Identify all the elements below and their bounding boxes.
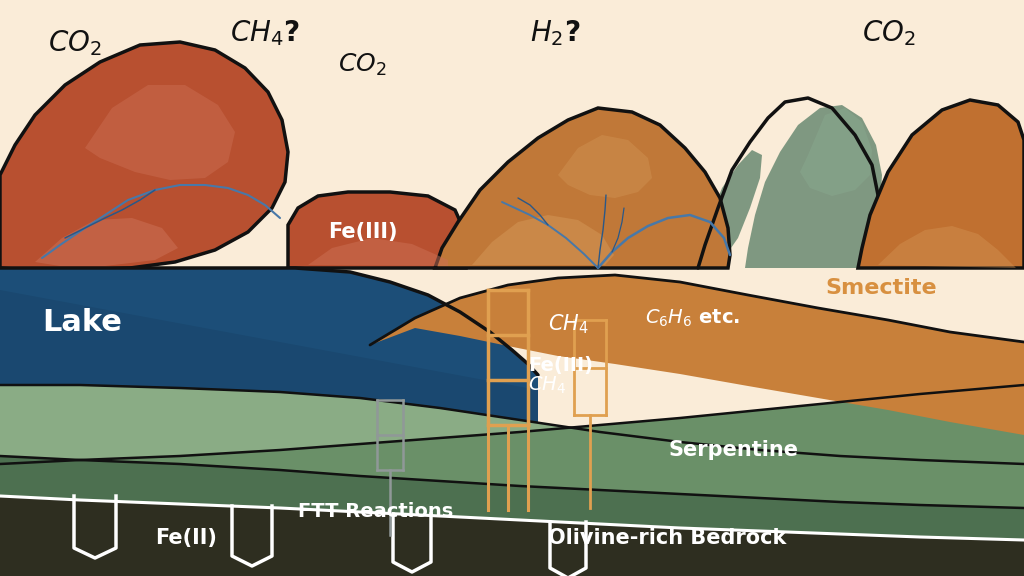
Polygon shape: [878, 226, 1016, 268]
Polygon shape: [0, 496, 1024, 576]
Polygon shape: [0, 268, 538, 576]
Polygon shape: [800, 108, 872, 196]
Text: Fe(II): Fe(II): [155, 528, 217, 548]
Text: $CO_2$: $CO_2$: [338, 52, 386, 78]
Text: FTT Reactions: FTT Reactions: [298, 502, 454, 521]
Polygon shape: [435, 108, 730, 268]
Polygon shape: [0, 268, 538, 390]
Polygon shape: [0, 456, 1024, 540]
Text: Olivine-rich Bedrock: Olivine-rich Bedrock: [548, 528, 786, 548]
Text: Fe(III): Fe(III): [528, 356, 593, 375]
Polygon shape: [370, 275, 1024, 435]
Text: $CO_2$: $CO_2$: [48, 28, 101, 58]
Polygon shape: [0, 385, 1024, 508]
Text: $CO_2$: $CO_2$: [862, 18, 915, 48]
Text: $H_2$?: $H_2$?: [530, 18, 581, 48]
Polygon shape: [0, 385, 1024, 464]
Polygon shape: [288, 192, 466, 268]
Polygon shape: [472, 215, 614, 265]
Text: $C_6H_6$ etc.: $C_6H_6$ etc.: [645, 308, 740, 329]
Polygon shape: [558, 135, 652, 198]
Polygon shape: [745, 105, 882, 268]
Polygon shape: [0, 42, 288, 270]
Text: Fe(III): Fe(III): [328, 222, 397, 242]
Text: $CH_4$: $CH_4$: [528, 375, 566, 396]
Polygon shape: [858, 100, 1024, 268]
Text: $CH_4$?: $CH_4$?: [230, 18, 300, 48]
Text: Smectite: Smectite: [825, 278, 937, 298]
Polygon shape: [308, 238, 449, 266]
Text: $CH_4$: $CH_4$: [548, 312, 589, 336]
Text: Lake: Lake: [42, 308, 122, 337]
Text: Serpentine: Serpentine: [668, 440, 798, 460]
Polygon shape: [35, 218, 178, 266]
Polygon shape: [85, 85, 234, 180]
Polygon shape: [698, 150, 762, 268]
